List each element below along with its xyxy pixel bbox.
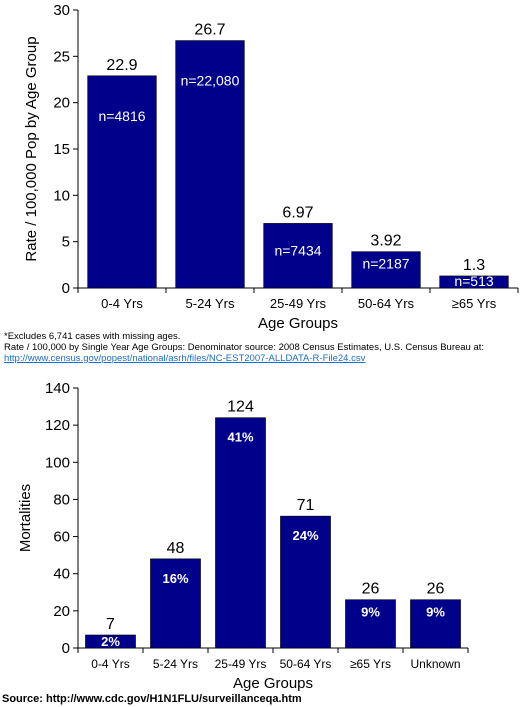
bar-inner-label: 41%: [227, 430, 253, 445]
value-label: 26: [427, 581, 445, 598]
value-label: 22.9: [106, 57, 137, 74]
y-tick-label: 40: [53, 566, 70, 583]
bar-inner-label: n=2187: [362, 256, 409, 272]
bar: [410, 599, 461, 649]
bar: [85, 634, 136, 649]
y-axis-title: Mortalities: [17, 484, 34, 552]
bar-inner-label: n=4816: [98, 108, 145, 124]
x-tick-label: 25-49 Yrs: [215, 657, 267, 671]
x-tick-label: 0-4 Yrs: [101, 296, 143, 311]
bar: [87, 75, 157, 289]
value-label: 48: [167, 540, 185, 557]
bar-inner-label: 24%: [292, 528, 318, 543]
x-tick-label: 0-4 Yrs: [91, 657, 129, 671]
x-tick-label: 5-24 Yrs: [153, 657, 198, 671]
bar-inner-label: 9%: [426, 605, 445, 620]
bar-inner-label: n=513: [454, 273, 494, 289]
bar: [150, 558, 201, 649]
bar: [215, 417, 266, 649]
footnote-missing-ages: *Excludes 6,741 cases with missing ages.: [4, 331, 181, 342]
bar: [345, 599, 396, 649]
y-tick-label: 120: [45, 417, 70, 434]
x-axis-title: Age Groups: [233, 675, 313, 692]
bar: [439, 275, 509, 289]
y-tick-label: 100: [45, 454, 70, 471]
bar: [263, 223, 333, 289]
value-label: 3.92: [370, 233, 401, 250]
y-tick-label: 15: [53, 141, 70, 158]
bar: [280, 515, 331, 649]
bar: [175, 40, 245, 289]
y-tick-label: 20: [53, 95, 70, 112]
x-tick-label: 25-49 Yrs: [270, 296, 327, 311]
y-tick-label: 140: [45, 380, 70, 397]
bar-inner-label: n=22,080: [181, 73, 240, 89]
y-tick-label: 20: [53, 603, 70, 620]
bar-inner-label: 2%: [101, 634, 120, 649]
source-line: Source: http://www.cdc.gov/H1N1FLU/surve…: [2, 693, 302, 705]
x-tick-label: 5-24 Yrs: [186, 296, 235, 311]
bar-inner-label: 9%: [361, 605, 380, 620]
x-tick-label: ≥65 Yrs: [452, 296, 497, 311]
y-tick-label: 30: [53, 2, 70, 19]
x-tick-label: ≥65 Yrs: [350, 657, 391, 671]
value-label: 1.3: [463, 257, 485, 274]
y-tick-label: 80: [53, 491, 70, 508]
footnote-denominator: Rate / 100,000 by Single Year Age Groups…: [4, 342, 485, 353]
bar: [351, 251, 421, 289]
value-label: 7: [106, 616, 115, 633]
y-tick-label: 60: [53, 529, 70, 546]
value-label: 71: [297, 497, 315, 514]
value-label: 124: [227, 399, 254, 416]
y-tick-label: 25: [53, 48, 70, 65]
value-label: 26: [362, 581, 380, 598]
y-tick-label: 10: [53, 187, 70, 204]
bar-inner-label: n=7434: [274, 243, 321, 259]
x-tick-label: 50-64 Yrs: [280, 657, 332, 671]
y-axis-title: Rate / 100,000 Pop by Age Group: [23, 36, 40, 261]
value-label: 6.97: [282, 204, 313, 221]
footnote-link-wrap: http://www.census.gov/popest/national/as…: [4, 353, 365, 364]
x-tick-label: Unknown: [410, 657, 460, 671]
rate-chart: 0 5 10 15 20 25 30 22.9 n=4816 0-4 Yrs 26.7 n=22,08…: [23, 2, 519, 332]
value-label: 26.7: [194, 22, 225, 39]
bar-inner-label: 16%: [162, 571, 188, 586]
y-tick-label: 5: [62, 234, 70, 251]
x-axis-title: Age Groups: [258, 315, 338, 332]
y-tick-label: 0: [62, 640, 70, 657]
x-tick-label: 50-64 Yrs: [358, 296, 415, 311]
census-link[interactable]: http://www.census.gov/popest/national/as…: [4, 353, 366, 364]
y-tick-label: 0: [62, 280, 70, 297]
